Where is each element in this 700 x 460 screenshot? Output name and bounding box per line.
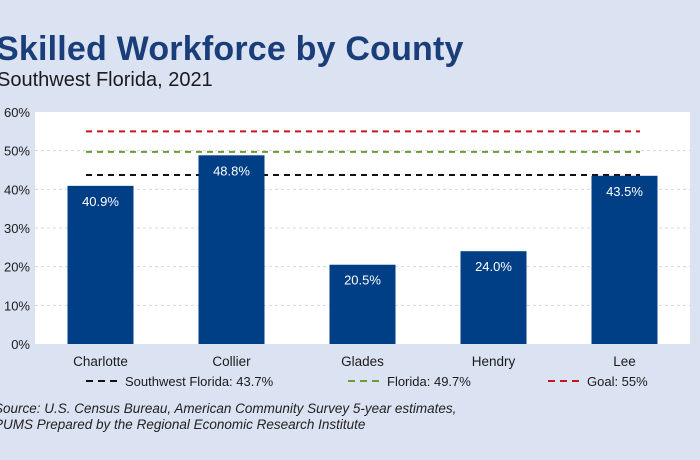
chart-subtitle: Southwest Florida, 2021 [0,69,213,91]
chart-title: Skilled Workforce by County [0,30,464,68]
bar [198,155,265,344]
legend-label: Southwest Florida: 43.7% [125,374,274,389]
source-line-1: Source: U.S. Census Bureau, American Com… [0,401,457,416]
source-note: Source: U.S. Census Bureau, American Com… [0,401,456,433]
bar [329,264,396,344]
bar-value-label: 20.5% [344,273,381,288]
y-tick-label: 50% [4,144,30,159]
x-tick-label: Charlotte [73,354,128,369]
bar-value-label: 43.5% [606,184,643,199]
x-tick-label: Glades [341,354,384,369]
y-tick-label: 0% [11,337,30,352]
y-tick-label: 10% [4,298,30,313]
y-tick-label: 40% [4,182,30,197]
bar-value-label: 24.0% [475,259,512,274]
bar [67,185,134,344]
bar-chart: 0% 10% 20% 30% 40% 50% 60% 40.9% 48.8% 20.5% 24.0… [4,105,690,389]
legend-label: Goal: 55% [587,374,648,389]
bar-value-label: 48.8% [213,163,250,178]
legend-label: Florida: 49.7% [387,374,471,389]
bar-value-label: 40.9% [82,194,119,209]
y-tick-label: 20% [4,260,30,275]
x-tick-label: Lee [613,354,636,369]
bar [460,251,527,344]
y-tick-label: 60% [4,105,30,120]
bar [591,175,658,344]
y-tick-label: 30% [4,221,30,236]
x-tick-label: Collier [212,354,251,369]
source-line-2: PUMS Prepared by the Regional Economic R… [0,417,366,432]
x-tick-label: Hendry [472,354,516,369]
